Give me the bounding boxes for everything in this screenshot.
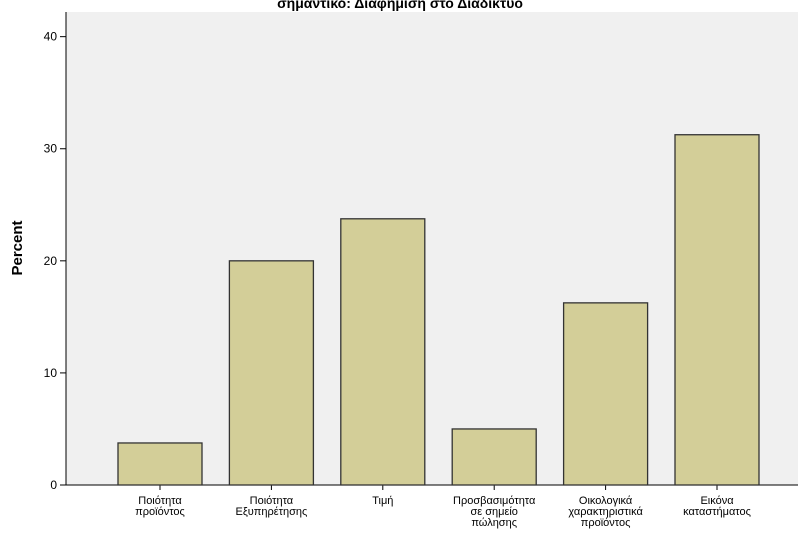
x-tick-label: προϊόντος [135, 506, 185, 518]
y-tick-label: 20 [44, 254, 58, 268]
x-tick-label: πώλησης [471, 517, 517, 529]
bar [562, 302, 649, 486]
y-tick-label: 0 [50, 478, 57, 492]
bar [228, 260, 315, 486]
y-tick-label: 40 [44, 30, 58, 44]
x-tick-label: χαρακτηριστικά [568, 506, 643, 518]
x-tick-label: σε σημείο [470, 506, 517, 518]
x-tick-label: Τιμή [372, 495, 393, 507]
x-tick-label: Οικολογικά [579, 495, 633, 507]
x-tick-label: προϊόντος [581, 517, 631, 529]
x-tick-label: Ποιότητα [138, 495, 182, 507]
bar [117, 442, 203, 486]
x-tick-label: καταστήματος [683, 506, 751, 518]
x-tick-label: Εξυπηρέτησης [235, 506, 307, 518]
chart-title: σημαντικό: Διαφήμιση στο Διαδίκτυο [277, 0, 523, 11]
y-tick-label: 30 [44, 142, 58, 156]
bar [451, 428, 537, 486]
x-tick-label: Ποιότητα [250, 495, 294, 507]
y-tick-label: 10 [44, 366, 58, 380]
x-tick-label: Προσβασιμότητα [453, 495, 536, 507]
x-tick-label: Εικόνα [700, 495, 734, 507]
bar [674, 134, 760, 486]
bar [340, 218, 426, 486]
y-axis-label: Percent [9, 220, 26, 275]
